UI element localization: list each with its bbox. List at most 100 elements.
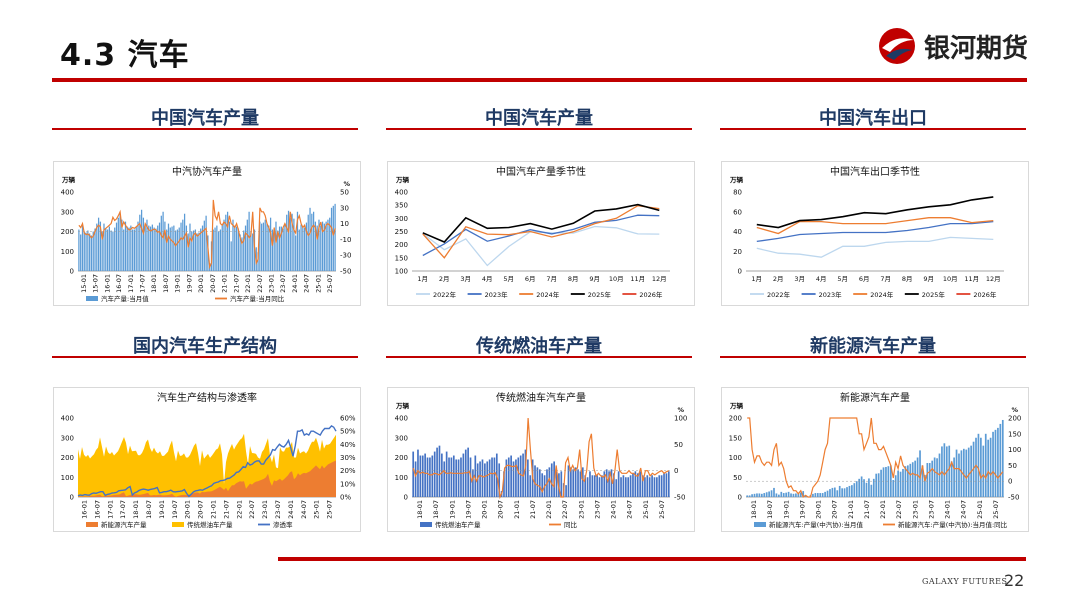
y2-tick-label: -50 [1008,494,1019,502]
bar [266,223,268,271]
x-tick-label: 3月 [460,275,471,283]
bar [610,469,613,497]
bar [656,477,658,497]
bar [89,233,91,271]
x-tick-label: 24-07 [303,274,311,293]
y-tick-label: 200 [395,241,408,249]
y2-tick-label: 50 [674,441,683,449]
bar [853,483,856,497]
y2-tick-label: 100 [1008,446,1021,454]
bar [223,219,225,271]
bar [488,459,491,497]
area-ice [78,433,336,497]
x-tick-label: 16-01 [80,500,88,519]
bar [802,491,805,497]
bar [194,229,196,271]
bar [909,463,912,497]
x-tick-label: 9月 [589,275,600,283]
bar [829,489,831,497]
bar [309,207,311,271]
bar [758,493,761,497]
x-tick-label: 22-01 [235,500,243,519]
x-tick-label: 19-01 [448,500,456,519]
bar [644,477,646,497]
x-tick-label: 12月 [986,275,1001,283]
bar [833,487,836,497]
page-title: 4.3 汽车 [60,38,190,73]
footer-brand: GALAXY FUTURES [922,577,1008,586]
bar [667,471,670,497]
bar [624,477,627,497]
bar [320,225,322,271]
bar [892,480,895,497]
x-tick-label: 2月 [773,275,784,283]
bar [560,471,563,497]
legend-label: 渗透率 [273,520,293,529]
x-tick-label: 23-07 [279,274,287,293]
bar [868,478,870,497]
left-unit-label: 万辆 [61,175,76,184]
x-tick-label: 18-07 [432,500,440,519]
bar [795,493,797,497]
bar [928,463,931,497]
x-tick-label: 21-01 [847,500,855,519]
y-tick-label: 200 [729,415,742,423]
x-tick-label: 5月 [837,275,848,283]
bar [132,229,134,271]
chart-panel-export: 中国汽车出口季节性 万辆 80 60 40 20 0 1月 2月 3月 4月 5月 6月 7月 8月 9月 10… [721,161,1029,306]
y2-tick-label: 20% [340,467,356,475]
bar [591,475,594,497]
bar [977,433,980,497]
bar [158,222,161,271]
section-heading-seasonal: 中国汽车产量 [485,108,593,129]
y-tick-label: 150 [395,254,408,262]
section-heading-ice: 传统燃油车产量 [476,336,602,357]
bar [472,469,474,497]
bar [756,493,758,497]
bar [280,226,282,271]
bar [770,490,773,497]
bar [512,461,515,497]
legend-label: 2025年 [588,290,612,299]
x-tick-label: 19-07 [185,274,193,293]
bar [140,209,143,271]
bar [261,223,263,271]
bar [452,455,455,497]
bar [498,463,501,497]
bar [919,450,921,497]
bar [149,226,152,271]
bar [218,231,220,271]
legend-label: 新能源汽车:产量(中汽协):当月值:同比 [898,520,1008,529]
bar [519,455,522,497]
bar [765,492,768,497]
bar [605,469,608,497]
bar [146,219,148,271]
header-rule [52,78,1027,82]
bar [527,459,529,497]
y-tick-label: 300 [61,434,74,442]
bar [329,217,331,271]
bar [593,475,596,497]
company-logo: 银河期货 [876,26,1028,66]
bar [110,230,112,271]
bar [436,447,438,497]
y-tick-label: 400 [395,189,408,197]
bar [296,211,299,271]
bar [103,223,105,271]
bar [617,471,620,497]
bar [634,471,637,497]
bar [137,221,139,271]
x-tick-label: 24-07 [960,500,968,519]
bar [273,231,275,271]
bar [882,467,885,497]
x-tick-label: 25-01 [976,500,984,519]
y2-tick-label: 50 [340,189,349,197]
bar [244,225,247,271]
x-tick-label: 20-01 [184,500,192,519]
bar [863,479,865,497]
bar [584,475,587,497]
bar [894,475,897,497]
left-unit-label: 万辆 [395,175,410,184]
bar [205,215,207,271]
bar [278,226,281,271]
